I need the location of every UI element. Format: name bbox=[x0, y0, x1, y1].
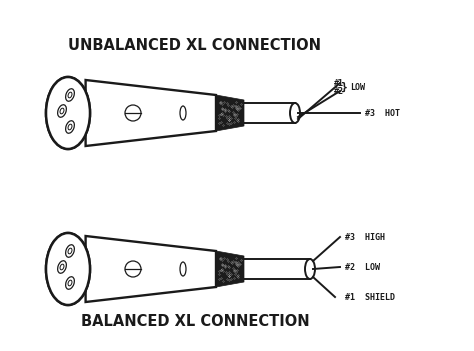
Polygon shape bbox=[216, 95, 244, 131]
Text: #2  LOW: #2 LOW bbox=[345, 263, 380, 272]
Ellipse shape bbox=[46, 233, 90, 305]
Ellipse shape bbox=[60, 108, 64, 114]
Text: #2: #2 bbox=[334, 86, 344, 95]
Text: #1: #1 bbox=[334, 79, 344, 87]
Ellipse shape bbox=[65, 245, 74, 257]
Ellipse shape bbox=[68, 124, 72, 130]
Ellipse shape bbox=[46, 77, 90, 149]
Polygon shape bbox=[242, 259, 310, 279]
Text: #3  HIGH: #3 HIGH bbox=[345, 232, 385, 241]
Ellipse shape bbox=[68, 248, 72, 254]
Polygon shape bbox=[86, 80, 216, 146]
Ellipse shape bbox=[58, 105, 66, 117]
Text: }: } bbox=[341, 82, 348, 92]
Ellipse shape bbox=[46, 77, 90, 149]
Text: BALANCED XL CONNECTION: BALANCED XL CONNECTION bbox=[81, 313, 310, 329]
Ellipse shape bbox=[290, 103, 300, 123]
Text: #3  HOT: #3 HOT bbox=[365, 108, 400, 118]
Ellipse shape bbox=[65, 277, 74, 289]
Text: LOW: LOW bbox=[350, 82, 365, 92]
Ellipse shape bbox=[58, 261, 66, 273]
Polygon shape bbox=[242, 103, 295, 123]
Ellipse shape bbox=[68, 92, 72, 98]
Text: UNBALANCED XL CONNECTION: UNBALANCED XL CONNECTION bbox=[69, 38, 321, 53]
Polygon shape bbox=[86, 236, 216, 302]
Ellipse shape bbox=[305, 259, 315, 279]
Ellipse shape bbox=[65, 89, 74, 101]
Ellipse shape bbox=[65, 121, 74, 133]
Polygon shape bbox=[216, 251, 244, 287]
Ellipse shape bbox=[60, 264, 64, 270]
Ellipse shape bbox=[68, 280, 72, 286]
Ellipse shape bbox=[46, 233, 90, 305]
Text: #1  SHIELD: #1 SHIELD bbox=[345, 292, 395, 302]
